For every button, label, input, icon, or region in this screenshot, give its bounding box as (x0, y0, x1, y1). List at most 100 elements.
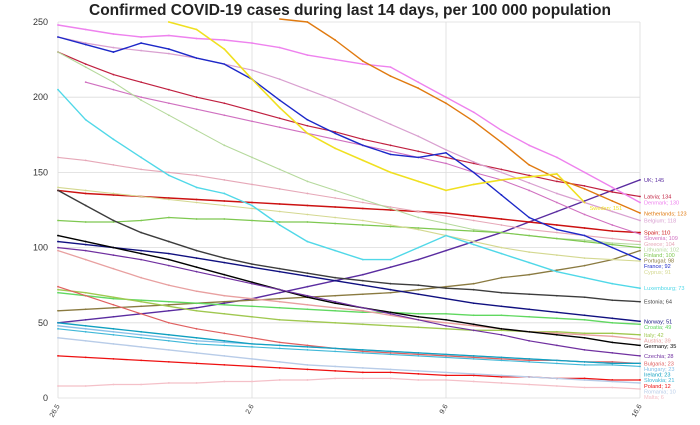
point-spain (555, 224, 558, 226)
point-france (472, 171, 475, 174)
end-label-latvia: Latvia; 134 (644, 194, 671, 200)
point-ireland (583, 361, 586, 363)
end-label-netherlands: Netherlands; 123 (644, 212, 687, 218)
point-greece (555, 231, 558, 234)
point-belgium (112, 46, 115, 49)
point-poland (500, 376, 503, 378)
point-croatia (112, 297, 115, 300)
point-italy (500, 329, 503, 332)
point-latvia (112, 73, 115, 76)
point-portugal (528, 273, 531, 276)
point-finland (167, 216, 170, 219)
point-spain (361, 207, 364, 210)
point-bulgaria (251, 336, 253, 339)
series-line-portugal (57, 249, 641, 312)
point-malta (361, 377, 364, 380)
point-cyprus (57, 186, 59, 189)
point-norway (195, 257, 198, 260)
point-sweden (389, 171, 392, 174)
point-cyprus (528, 251, 531, 254)
series-line-latvia (57, 51, 641, 198)
point-sweden (583, 201, 586, 204)
point-latvia (500, 168, 503, 171)
point-malta (639, 388, 641, 390)
point-czechia (112, 254, 115, 257)
x-tick-label: 16.6 (631, 403, 644, 418)
point-croatia (472, 314, 475, 317)
point-germany (389, 311, 392, 314)
point-estonia (251, 263, 253, 266)
point-poland (472, 374, 475, 377)
point-greece (195, 174, 198, 177)
point-denmark (251, 42, 253, 44)
point-slovakia (417, 354, 420, 357)
point-malta (57, 385, 59, 387)
point-germany (167, 258, 170, 261)
point-sweden (195, 28, 198, 31)
point-croatia (251, 305, 253, 308)
end-label-poland: Poland; 12 (644, 384, 671, 390)
point-france (140, 42, 143, 44)
point-estonia (140, 231, 143, 234)
point-luxembourg (555, 270, 558, 273)
point-finland (251, 219, 253, 222)
point-latvia (195, 96, 198, 99)
point-estonia (223, 257, 226, 260)
point-greece (611, 237, 614, 240)
point-latvia (528, 174, 531, 177)
point-france (555, 228, 558, 231)
point-france (278, 99, 281, 102)
point-cyprus (334, 216, 337, 219)
point-slovakia (334, 350, 337, 353)
point-croatia (167, 300, 170, 303)
point-spain (306, 204, 309, 207)
point-poland (306, 368, 309, 371)
point-estonia (389, 282, 392, 285)
point-finland (500, 231, 503, 234)
series-line-bulgaria (57, 286, 641, 364)
point-germany (140, 252, 143, 255)
point-slovenia (195, 108, 198, 111)
point-cyprus (306, 213, 309, 216)
end-label-hungary: Hungary; 23 (644, 367, 674, 373)
point-uk (223, 302, 226, 305)
point-finland (555, 237, 558, 240)
point-lithuania (417, 216, 420, 219)
point-norway (445, 297, 447, 300)
point-luxembourg (389, 258, 392, 261)
point-latvia (140, 81, 143, 84)
point-slovenia (140, 96, 143, 99)
point-netherlands (306, 21, 309, 23)
x-tick-label: 26.5 (49, 403, 62, 418)
point-germany (306, 296, 309, 299)
point-france (361, 144, 364, 147)
point-italy (555, 330, 558, 333)
point-romania (57, 336, 59, 339)
end-label-ireland: Ireland; 23 (644, 373, 670, 379)
point-greece (389, 206, 392, 208)
point-france (445, 151, 447, 154)
end-label-greece: Greece; 104 (644, 242, 675, 248)
point-italy (223, 312, 226, 315)
point-czechia (223, 276, 226, 279)
point-germany (223, 273, 226, 276)
point-bulgaria (112, 303, 115, 306)
point-cyprus (361, 219, 364, 222)
point-malta (195, 382, 198, 384)
point-greece (167, 171, 170, 174)
point-ireland (195, 336, 198, 339)
point-sweden (500, 179, 503, 181)
point-italy (306, 320, 309, 323)
point-ireland (140, 330, 143, 333)
point-romania (306, 364, 309, 366)
end-label-finland: Finland; 100 (644, 253, 675, 259)
point-netherlands (528, 163, 531, 166)
point-luxembourg (334, 249, 337, 252)
point-czechia (445, 324, 447, 327)
point-lithuania (167, 114, 170, 117)
point-sweden (361, 159, 364, 162)
point-czechia (361, 306, 364, 309)
point-malta (251, 380, 253, 383)
point-poland (223, 364, 226, 366)
point-norway (84, 243, 87, 246)
